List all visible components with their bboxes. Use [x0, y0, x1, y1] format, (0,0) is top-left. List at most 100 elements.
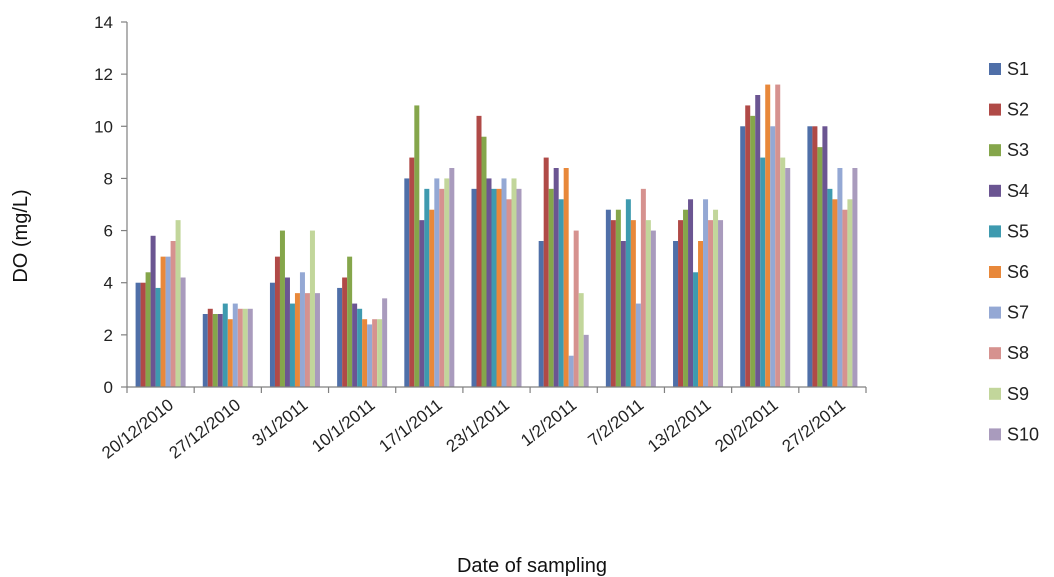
- y-tick-label: 14: [94, 13, 113, 32]
- legend-swatch-s10: [989, 428, 1001, 441]
- bar-s4: [620, 241, 626, 387]
- x-tick-label: 13/2/2011: [644, 395, 714, 456]
- bar-s10: [650, 230, 656, 387]
- bar-s3: [548, 188, 554, 387]
- legend-label-s9: S9: [1007, 384, 1029, 404]
- bar-s3: [145, 272, 151, 387]
- bar-s2: [207, 308, 213, 387]
- x-tick-label: 3/1/2011: [249, 395, 312, 450]
- x-tick-label: 27/2/2011: [779, 395, 849, 456]
- bar-s5: [222, 303, 228, 387]
- bar-s9: [377, 319, 383, 387]
- bar-s4: [755, 95, 761, 387]
- bar-s1: [404, 178, 410, 387]
- bar-s8: [237, 308, 243, 387]
- bar-s8: [708, 220, 714, 387]
- bar-s9: [309, 230, 315, 387]
- bar-s1: [135, 282, 141, 387]
- bar-s2: [476, 115, 482, 387]
- bar-s9: [713, 209, 719, 387]
- bar-s10: [449, 168, 455, 387]
- bar-s6: [362, 319, 368, 387]
- bar-s9: [175, 220, 181, 387]
- bar-s1: [471, 188, 477, 387]
- bar-s6: [227, 319, 233, 387]
- bar-s4: [486, 178, 492, 387]
- y-axis-ticks: 0 2 4 6 8 10 12 14: [94, 13, 127, 397]
- bar-s5: [357, 308, 363, 387]
- bar-s4: [284, 277, 290, 387]
- bar-s10: [852, 168, 858, 387]
- bar-s9: [444, 178, 450, 387]
- bar-s10: [718, 220, 724, 387]
- bar-s3: [212, 314, 218, 387]
- legend-swatch-s4: [989, 184, 1001, 197]
- bar-s1: [605, 209, 611, 387]
- bar-s7: [232, 303, 238, 387]
- bar-s1: [202, 314, 208, 387]
- bar-s2: [342, 277, 348, 387]
- legend-label-s4: S4: [1007, 181, 1029, 201]
- x-tick-label: 17/1/2011: [375, 395, 445, 456]
- bar-s2: [543, 157, 549, 387]
- y-tick-label: 10: [94, 117, 113, 136]
- legend-swatch-s5: [989, 225, 1001, 238]
- bar-s5: [625, 199, 631, 387]
- legend-swatch-s3: [989, 144, 1001, 157]
- bar-s6: [630, 220, 636, 387]
- bar-s2: [745, 105, 751, 387]
- bar-s7: [703, 199, 709, 387]
- legend-label-s3: S3: [1007, 140, 1029, 160]
- bar-s4: [822, 126, 828, 388]
- bar-s3: [279, 230, 285, 387]
- y-tick-label: 0: [104, 378, 113, 397]
- y-axis-label: DO (mg/L): [10, 189, 32, 282]
- bar-s4: [150, 235, 156, 387]
- bar-s3: [683, 209, 689, 387]
- x-tick-label: 20/12/2010: [98, 395, 177, 462]
- bar-s1: [269, 282, 275, 387]
- bar-s4: [419, 220, 425, 387]
- bar-s10: [785, 168, 791, 387]
- legend-swatch-s2: [989, 103, 1001, 116]
- bar-s8: [573, 230, 579, 387]
- x-tick-label: 7/2/2011: [584, 395, 647, 450]
- bar-s6: [496, 188, 502, 387]
- bar-s3: [615, 209, 621, 387]
- x-tick-label: 10/1/2011: [308, 395, 378, 456]
- bar-s3: [817, 147, 823, 387]
- x-axis-label: Date of sampling: [457, 555, 607, 577]
- bar-s4: [553, 168, 559, 387]
- legend-label-s2: S2: [1007, 100, 1029, 120]
- legend-label-s8: S8: [1007, 343, 1029, 363]
- bar-s10: [314, 293, 320, 387]
- bar-group: [135, 84, 858, 388]
- bar-s10: [516, 188, 522, 387]
- bar-s7: [367, 324, 373, 387]
- x-tick-label: 20/2/2011: [711, 395, 781, 456]
- bar-s5: [693, 272, 699, 387]
- bar-s6: [698, 241, 704, 387]
- bar-s3: [481, 136, 487, 387]
- bar-s6: [765, 84, 771, 388]
- legend-swatch-s9: [989, 387, 1001, 400]
- bar-s1: [337, 287, 343, 387]
- bar-s8: [842, 209, 848, 387]
- bar-s1: [538, 241, 544, 387]
- bar-s5: [760, 157, 766, 387]
- bar-s7: [568, 355, 574, 387]
- bar-s3: [750, 115, 756, 387]
- bar-s8: [775, 84, 781, 388]
- bar-s10: [247, 308, 253, 387]
- bar-s9: [645, 220, 651, 387]
- bar-s7: [837, 168, 843, 387]
- bar-s8: [439, 188, 445, 387]
- bar-s6: [294, 293, 300, 387]
- bar-s5: [558, 199, 564, 387]
- bar-s8: [640, 188, 646, 387]
- bar-s8: [170, 241, 176, 387]
- bar-s2: [610, 220, 616, 387]
- y-tick-label: 2: [104, 326, 113, 345]
- y-tick-label: 4: [104, 274, 113, 293]
